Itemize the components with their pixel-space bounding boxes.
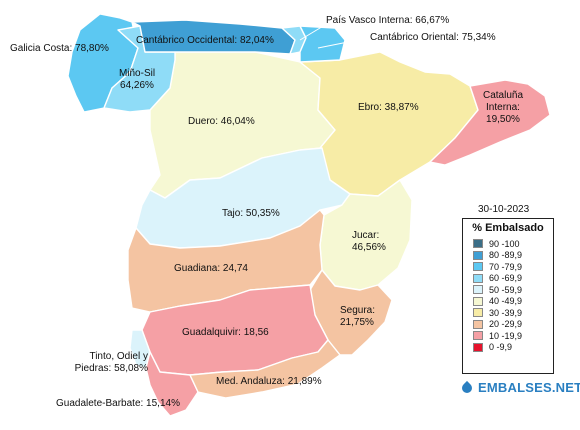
legend-swatch (473, 239, 483, 249)
legend-row: 70 -79,9 (473, 261, 553, 273)
legend-swatch (473, 331, 483, 341)
label-guadalquivir: Guadalquivir: 18,56 (182, 327, 269, 338)
label-tajo: Tajo: 50,35% (222, 208, 280, 219)
legend-swatch (473, 342, 483, 352)
label-duero: Duero: 46,04% (188, 116, 255, 127)
legend: % Embalsado 90 -100 80 -89,9 70 -79,9 60 -6… (462, 218, 554, 374)
legend-swatch (473, 319, 483, 329)
label-guadiana: Guadiana: 24,74 (174, 263, 248, 274)
legend-row: 90 -100 (473, 238, 553, 250)
legend-row: 20 -29,9 (473, 319, 553, 331)
legend-swatch (473, 308, 483, 318)
leader-cantabrico-oriental (317, 37, 369, 49)
legend-swatch (473, 285, 483, 295)
legend-label: 20 -29,9 (489, 319, 523, 330)
map-date: 30-10-2023 (478, 204, 530, 215)
legend-label: 10 -19,9 (489, 330, 523, 341)
leader-pais-vasco (299, 24, 326, 41)
legend-label: 0 -9,9 (489, 342, 513, 353)
label-jucar: Jucar: 46,56% (352, 230, 386, 253)
water-drop-icon (459, 380, 475, 395)
legend-swatch (473, 273, 483, 283)
legend-label: 80 -89,9 (489, 250, 523, 261)
brand-logo[interactable]: EMBALSES.NET (459, 380, 580, 395)
basin-med-andaluza[interactable] (189, 339, 341, 399)
legend-row: 50 -59,9 (473, 284, 553, 296)
label-tinto-odiel-piedras: Tinto, Odiel y Piedras: 58,08% (74, 351, 148, 374)
legend-swatch (473, 262, 483, 272)
legend-swatch (473, 250, 483, 260)
basin-cantabrico-oriental[interactable] (299, 25, 346, 63)
basin-cataluna-interna[interactable] (429, 79, 551, 166)
label-cataluna-interna: Cataluña Interna: 19,50% (482, 90, 524, 125)
legend-row: 80 -89,9 (473, 250, 553, 262)
legend-swatch (473, 296, 483, 306)
basin-guadalete-barbate[interactable] (145, 351, 199, 417)
legend-label: 70 -79,9 (489, 261, 523, 272)
label-cantabrico-oriental: Cantábrico Oriental: 75,34% (370, 32, 496, 43)
label-segura: Segura: 21,75% (340, 305, 376, 328)
legend-row: 60 -69,9 (473, 273, 553, 285)
legend-label: 90 -100 (489, 238, 520, 249)
label-ebro: Ebro: 38,87% (358, 102, 419, 113)
legend-rows: 90 -100 80 -89,9 70 -79,9 60 -69,9 50 -59,9 4… (463, 238, 553, 353)
label-galicia-costa: Galicia Costa: 78,80% (10, 43, 109, 54)
legend-row: 40 -49,9 (473, 296, 553, 308)
label-med-andaluza: Med. Andaluza: 21,89% (216, 376, 322, 387)
legend-label: 40 -49,9 (489, 296, 523, 307)
brand-name: EMBALSES.NET (478, 380, 580, 395)
label-guadalete-barbate: Guadalete-Barbate: 15,14% (56, 398, 180, 409)
legend-row: 0 -9,9 (473, 342, 553, 354)
legend-row: 30 -39,9 (473, 307, 553, 319)
label-pais-vasco-interna: País Vasco Interna: 66,67% (326, 15, 450, 26)
legend-row: 10 -19,9 (473, 330, 553, 342)
legend-title: % Embalsado (472, 222, 544, 234)
label-cantabrico-occidental: Cantábrico Occidental: 82,04% (136, 35, 274, 46)
legend-label: 50 -59,9 (489, 284, 523, 295)
legend-label: 30 -39,9 (489, 307, 523, 318)
label-mino-sil: Miño-Sil 64,26% (118, 68, 156, 91)
legend-label: 60 -69,9 (489, 273, 523, 284)
